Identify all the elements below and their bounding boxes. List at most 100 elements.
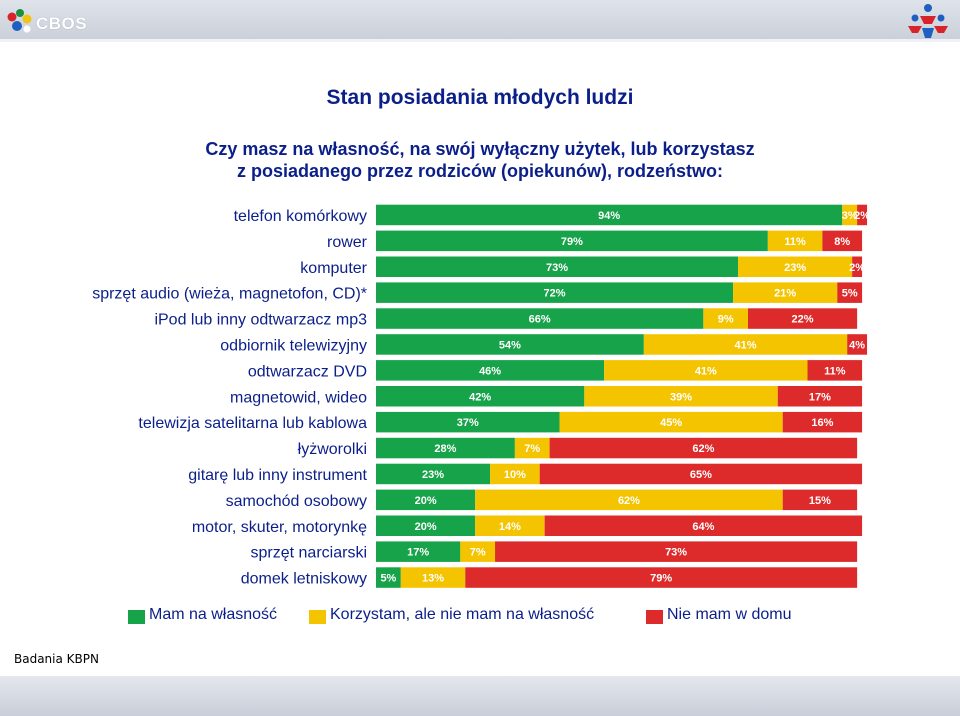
chart-legend: Mam na własność Korzystam, ale nie mam n… [0,605,960,629]
bar-segment-own [376,360,605,381]
category-label: sprzęt narciarski [251,545,367,562]
data-label-use: 14% [499,521,521,533]
bar-segment-use [738,256,853,277]
data-label-own: 66% [529,314,551,326]
bar-segment-none [539,463,863,485]
data-label-none: 79% [650,573,672,585]
category-label: domek letniskowy [241,571,367,588]
bar-segment-use [475,489,783,511]
category-label: telefon komórkowy [234,208,367,225]
bar-segment-use [475,515,545,536]
bar-segment-use [584,386,778,407]
bar-segment-own [376,489,476,511]
header-bar: CBOS [0,0,960,42]
bar-segment-use [460,541,496,562]
bar-segment-own [376,282,734,303]
data-label-own: 46% [479,365,501,377]
data-label-own: 5% [380,573,396,585]
bar-segment-use [767,230,823,252]
data-label-own: 23% [422,469,444,481]
page-subtitle: Czy masz na własność, na swój wyłączny u… [0,138,960,182]
bar-segment-none [782,489,858,511]
category-label: rower [327,234,368,251]
bar-segment-none [852,256,863,277]
subtitle-line-2: z posiadanego przez rodziców (opiekunów)… [236,161,724,181]
data-label-none: 11% [824,365,846,377]
bar-segment-own [376,515,476,536]
data-label-use: 7% [524,443,540,455]
data-label-use: 13% [422,573,444,585]
category-label: sprzęt audio (wieża, magnetofon, CD)* [92,286,367,303]
data-label-own: 37% [457,417,479,429]
category-label: gitarę lub inny instrument [188,467,367,484]
data-label-use: 7% [470,547,486,559]
category-label: komputer [300,260,367,277]
data-label-own: 54% [499,339,521,351]
bar-segment-own [376,308,704,329]
bar-segment-use [842,204,858,226]
legend-swatch-none [646,610,663,624]
data-label-none: 17% [809,391,831,403]
data-label-use: 39% [670,391,692,403]
bar-segment-own [376,411,560,433]
bar-segment-own [376,204,843,226]
data-label-none: 2% [854,210,870,222]
data-label-none: 64% [692,521,714,533]
data-label-use: 10% [504,469,526,481]
data-label-none: 8% [834,236,850,248]
category-label: telewizja satelitarna lub kablowa [138,415,367,432]
bar-segment-use [733,282,838,303]
data-label-own: 72% [544,288,566,300]
data-label-own: 42% [469,391,491,403]
bar-segment-none [748,308,858,329]
category-label: łyżworolki [298,441,367,458]
data-label-use: 41% [735,339,757,351]
legend-swatch-use [309,610,326,624]
data-label-use: 23% [784,262,806,274]
bar-segment-none [837,282,863,303]
category-label: magnetowid, wideo [230,389,367,406]
bar-segment-own [376,567,401,588]
category-label: odbiornik telewizyjny [220,337,367,354]
data-label-none: 16% [811,417,833,429]
bar-segment-none [544,515,863,536]
bar-segment-own [376,334,644,355]
brand-name: CBOS [36,14,88,33]
bar-segment-none [847,334,868,355]
legend-label-none: Nie mam w domu [667,606,792,623]
data-label-own: 17% [407,547,429,559]
data-label-none: 15% [809,495,831,507]
data-label-none: 73% [665,547,687,559]
bar-segment-none [782,411,863,433]
bar-segment-none [822,230,863,252]
bar-segment-own [376,437,515,459]
data-label-own: 94% [598,210,620,222]
legend-label-own: Mam na własność [149,606,278,623]
data-label-use: 11% [784,236,806,248]
legend-label-use: Korzystam, ale nie mam na własność [330,606,595,623]
data-label-own: 28% [434,443,456,455]
data-label-none: 22% [792,314,814,326]
subtitle-line-1: Czy masz na własność, na swój wyłączny u… [205,139,755,159]
people-emblem-icon [908,4,948,38]
data-label-own: 20% [415,521,437,533]
category-label: odtwarzacz DVD [248,363,367,380]
data-label-use: 9% [718,314,734,326]
bar-segment-none [495,541,858,562]
data-label-use: 41% [695,365,717,377]
bar-segment-own [376,230,768,252]
source-footer: Badania KBPN [14,652,99,666]
bar-segment-none [857,204,868,226]
data-label-none: 65% [690,469,712,481]
bar-segment-none [549,437,858,459]
bar-segment-none [777,386,863,407]
data-label-none: 2% [849,262,865,274]
data-label-use: 21% [774,288,796,300]
data-label-own: 73% [546,262,568,274]
logo-dots-icon [7,9,32,33]
category-label: iPod lub inny odtwarzacz mp3 [154,312,367,329]
data-label-own: 79% [561,236,583,248]
page-title: Stan posiadania młodych ludzi [326,86,634,109]
category-label: motor, skuter, motorynkę [192,519,367,536]
data-label-none: 4% [849,339,865,351]
